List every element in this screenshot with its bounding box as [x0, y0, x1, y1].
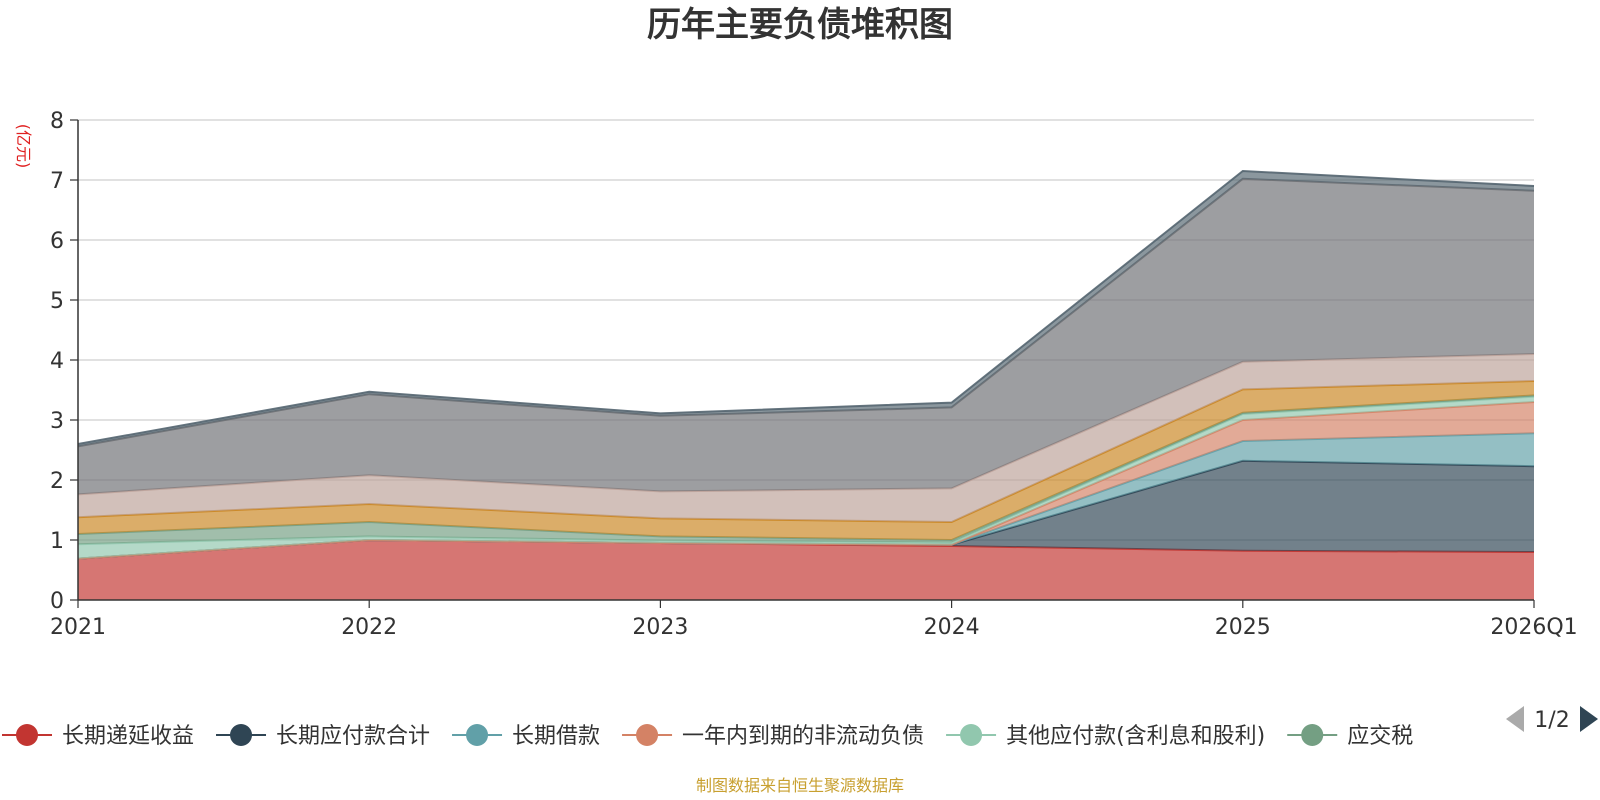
legend-label: 长期借款 [512, 724, 600, 749]
chart-title: 历年主要负债堆积图 [647, 5, 953, 45]
legend-label: 长期应付款合计 [276, 724, 430, 749]
legend-item[interactable]: 一年内到期的非流动负债 [622, 724, 924, 749]
legend-marker-icon [1301, 724, 1324, 746]
x-tick-label: 2021 [50, 615, 106, 640]
x-tick-label: 2025 [1215, 615, 1271, 640]
legend-marker-icon [636, 724, 659, 746]
area-series-9 [78, 178, 1534, 495]
legend-label: 其他应付款(含利息和股利) [1006, 724, 1265, 749]
legend-marker-icon [16, 724, 38, 746]
y-tick-label: 4 [50, 349, 64, 374]
y-tick-label: 1 [50, 529, 64, 554]
legend-page-indicator: 1/2 [1534, 708, 1569, 733]
area-series-3 [78, 433, 1534, 559]
legend-marker-icon [466, 724, 489, 746]
legend-next-page-icon[interactable] [1580, 706, 1598, 732]
area-series-2 [78, 460, 1534, 559]
x-tick-label: 2022 [341, 615, 397, 640]
area-series-7 [78, 381, 1534, 540]
legend-marker-icon [230, 724, 253, 746]
y-tick-label: 8 [50, 109, 64, 134]
y-tick-label: 3 [50, 409, 64, 434]
area-series-1 [78, 540, 1534, 600]
area-series-6 [78, 395, 1534, 545]
legend-marker-icon [960, 724, 983, 746]
area-series [77, 169, 1535, 600]
y-axis-unit-label: (亿元) [14, 124, 33, 169]
legend-item[interactable]: 长期借款 [452, 724, 600, 749]
source-note: 制图数据来自恒生聚源数据库 [696, 776, 904, 795]
legend-item[interactable]: 长期应付款合计 [216, 724, 430, 749]
legend-items: 长期递延收益 长期应付款合计 长期借款 一年内到期的非流动负债 其他应付款(含利息和股利… [2, 724, 1413, 749]
y-tick-label: 5 [50, 289, 64, 314]
area-series-4 [78, 402, 1534, 559]
x-tick-label: 2024 [924, 615, 980, 640]
area-series-10-line [77, 169, 1535, 445]
legend-pager: 1/2 [1506, 706, 1598, 733]
y-tick-label: 0 [50, 589, 64, 614]
legend-item[interactable]: 长期递延收益 [2, 724, 194, 749]
y-tick-label: 7 [50, 169, 64, 194]
axes: 0 1 2 3 4 5 6 7 8 2021 2022 2023 2024 2025 2026Q1 [50, 109, 1578, 640]
y-tick-label: 2 [50, 469, 64, 494]
legend-prev-page-icon[interactable] [1506, 706, 1524, 732]
legend-label: 应交税 [1347, 724, 1413, 749]
y-tick-label: 6 [50, 229, 64, 254]
area-series-5 [78, 396, 1534, 559]
legend: 长期递延收益 长期应付款合计 长期借款 一年内到期的非流动负债 其他应付款(含利息和股利… [2, 724, 1413, 749]
x-tick-label: 2026Q1 [1490, 615, 1577, 640]
legend-item[interactable]: 其他应付款(含利息和股利) [946, 724, 1265, 749]
x-tick-label: 2023 [632, 615, 688, 640]
legend-label: 长期递延收益 [62, 724, 194, 749]
legend-label: 一年内到期的非流动负债 [682, 724, 924, 749]
legend-item[interactable]: 应交税 [1287, 724, 1413, 749]
